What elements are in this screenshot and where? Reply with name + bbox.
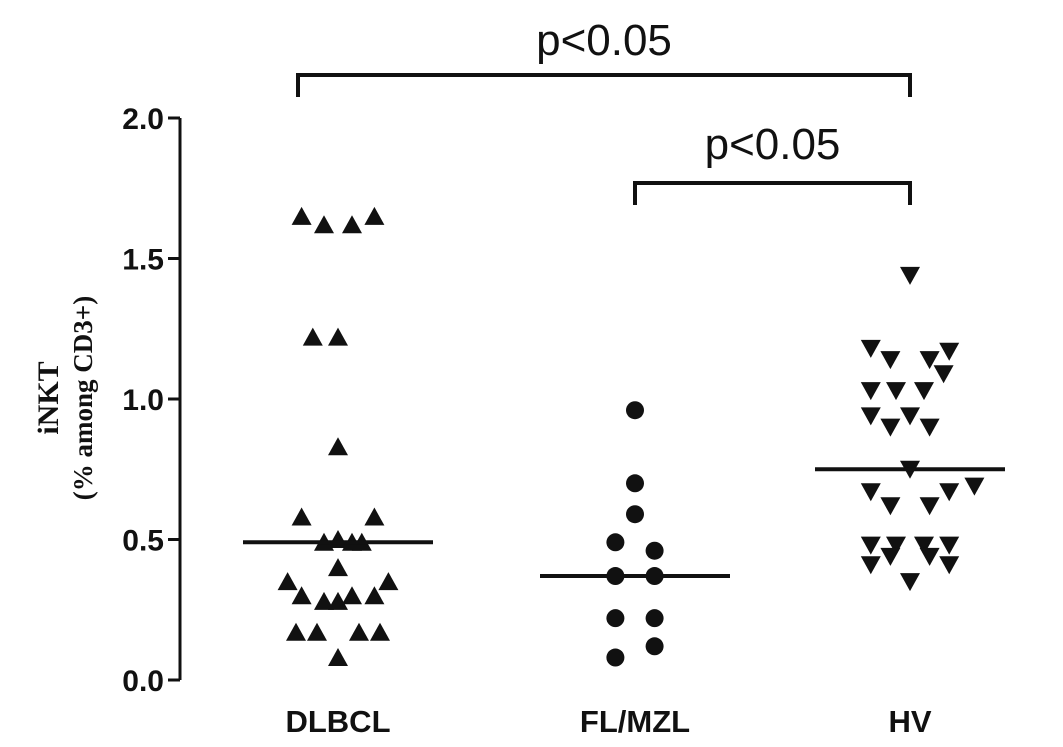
data-point-triangle-up (364, 206, 385, 225)
data-point-circle (626, 505, 644, 524)
data-point-triangle-down (914, 536, 934, 555)
data-point-triangle-down (860, 407, 881, 426)
data-point-triangle-down (880, 418, 901, 437)
data-point-triangle-up (291, 206, 312, 225)
y-axis-label-main: iNKT (32, 361, 65, 434)
y-axis-label-sub: (% among CD3+) (68, 296, 98, 500)
data-point-triangle-down (919, 497, 940, 516)
y-tick-label: 1.0 (122, 384, 164, 417)
data-point-triangle-up (328, 437, 348, 456)
data-point-triangle-up (314, 215, 334, 234)
data-point-circle (645, 637, 664, 656)
data-point-triangle-down (919, 418, 940, 437)
x-category-labels: DLBCL FL/MZL HV (285, 704, 931, 739)
data-point-circle (606, 609, 625, 628)
data-point-triangle-up (364, 586, 385, 605)
data-point-triangle-up (307, 622, 327, 641)
data-point-triangle-down (900, 266, 920, 285)
data-point-circle (606, 533, 625, 552)
data-point-triangle-up (370, 622, 390, 641)
data-point-circle (626, 474, 644, 493)
data-point-triangle-up (291, 507, 312, 526)
data-point-triangle-down (939, 536, 960, 555)
data-point-triangle-up (328, 327, 348, 346)
data-point-triangle-up (286, 622, 306, 641)
data-point-triangle-down (914, 382, 934, 401)
data-point-circle (645, 541, 664, 560)
y-tick-labels: 0.0 0.5 1.0 1.5 2.0 (122, 103, 164, 698)
y-tick-label: 0.0 (122, 665, 164, 698)
data-point-circle (645, 609, 664, 628)
significance-label: p<0.05 (705, 120, 841, 169)
data-point-triangle-down (919, 351, 940, 370)
significance-bracket (296, 73, 912, 97)
data-point-triangle-up (364, 507, 385, 526)
data-point-triangle-up (328, 558, 348, 577)
data-point-triangle-down (880, 351, 901, 370)
x-category-label: DLBCL (285, 704, 390, 739)
data-point-triangle-up (314, 591, 334, 610)
data-point-circle (606, 648, 625, 667)
data-point-triangle-up (349, 622, 369, 641)
data-point-triangle-down (900, 407, 920, 426)
data-point-triangle-up (328, 530, 348, 548)
data-point-triangle-down (939, 483, 960, 502)
data-point-triangle-down (886, 382, 906, 401)
data-point-triangle-down (880, 497, 901, 516)
data-point-circle (626, 401, 644, 420)
data-point-triangle-up (328, 648, 348, 667)
data-point-triangle-down (964, 477, 985, 496)
median-lines (243, 467, 1005, 579)
data-point-triangle-up (291, 586, 312, 605)
x-category-label: HV (888, 704, 931, 739)
data-point-triangle-up (378, 572, 399, 591)
data-point-triangle-down (860, 483, 881, 502)
data-point-triangle-down (900, 573, 920, 592)
y-tick-label: 2.0 (122, 103, 164, 136)
y-tick-label: 0.5 (122, 525, 164, 558)
data-point-triangle-down (933, 365, 954, 384)
y-axis-label: iNKT (% among CD3+) (32, 296, 98, 500)
significance-annotations: p<0.05 p<0.05 (296, 16, 912, 205)
data-point-triangle-down (860, 339, 881, 358)
data-point-triangle-down (919, 547, 940, 566)
data-point-triangle-up (342, 215, 362, 234)
data-points (277, 206, 985, 667)
x-category-label: FL/MZL (580, 704, 690, 739)
significance-bracket (633, 181, 912, 205)
data-point-triangle-up (328, 591, 348, 610)
data-point-triangle-down (939, 556, 960, 575)
y-axis (168, 116, 182, 682)
data-point-triangle-down (860, 556, 881, 575)
significance-label: p<0.05 (536, 16, 672, 65)
data-point-triangle-up (277, 572, 298, 591)
data-point-triangle-down (880, 547, 901, 566)
data-point-triangle-up (342, 586, 362, 605)
data-point-triangle-down (886, 536, 906, 555)
data-point-triangle-down (860, 382, 881, 401)
data-point-triangle-up (302, 327, 323, 346)
data-point-triangle-down (860, 536, 881, 555)
data-point-triangle-down (939, 342, 960, 361)
y-tick-label: 1.5 (122, 244, 164, 277)
